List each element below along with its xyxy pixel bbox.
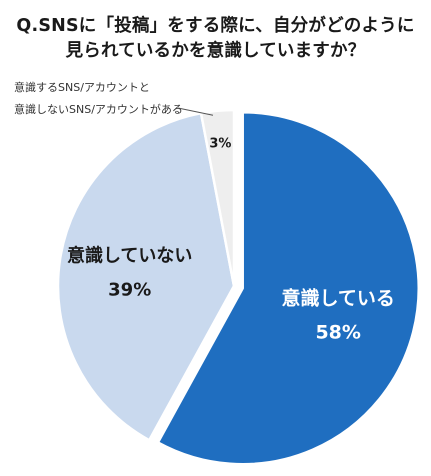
chart-title-line-1: Q.SNSに「投稿」をする際に、自分がどのように bbox=[16, 16, 415, 36]
slice-value-2: 39% bbox=[108, 279, 151, 300]
callout-line-2: 意識しないSNS/アカウントがある bbox=[14, 103, 183, 116]
slice-label-2: 意識していない bbox=[67, 244, 192, 266]
small-slice-callout: 意識するSNS/アカウントと 意識しないSNS/アカウントがある bbox=[14, 77, 183, 121]
slice-value-3: 3% bbox=[209, 136, 231, 151]
pie-slice-1 bbox=[156, 110, 420, 466]
slice-label-1: 意識している bbox=[281, 287, 394, 310]
callout-line-1: 意識するSNS/アカウントと bbox=[14, 81, 150, 94]
chart-title: Q.SNSに「投稿」をする際に、自分がどのように 見られているかを意識しています… bbox=[0, 14, 431, 64]
callout-leader-line bbox=[177, 107, 214, 116]
pie-slice-2 bbox=[56, 111, 236, 442]
slice-value-1: 58% bbox=[315, 322, 360, 344]
chart-title-line-2: 見られているかを意識していますか？ bbox=[65, 41, 366, 61]
